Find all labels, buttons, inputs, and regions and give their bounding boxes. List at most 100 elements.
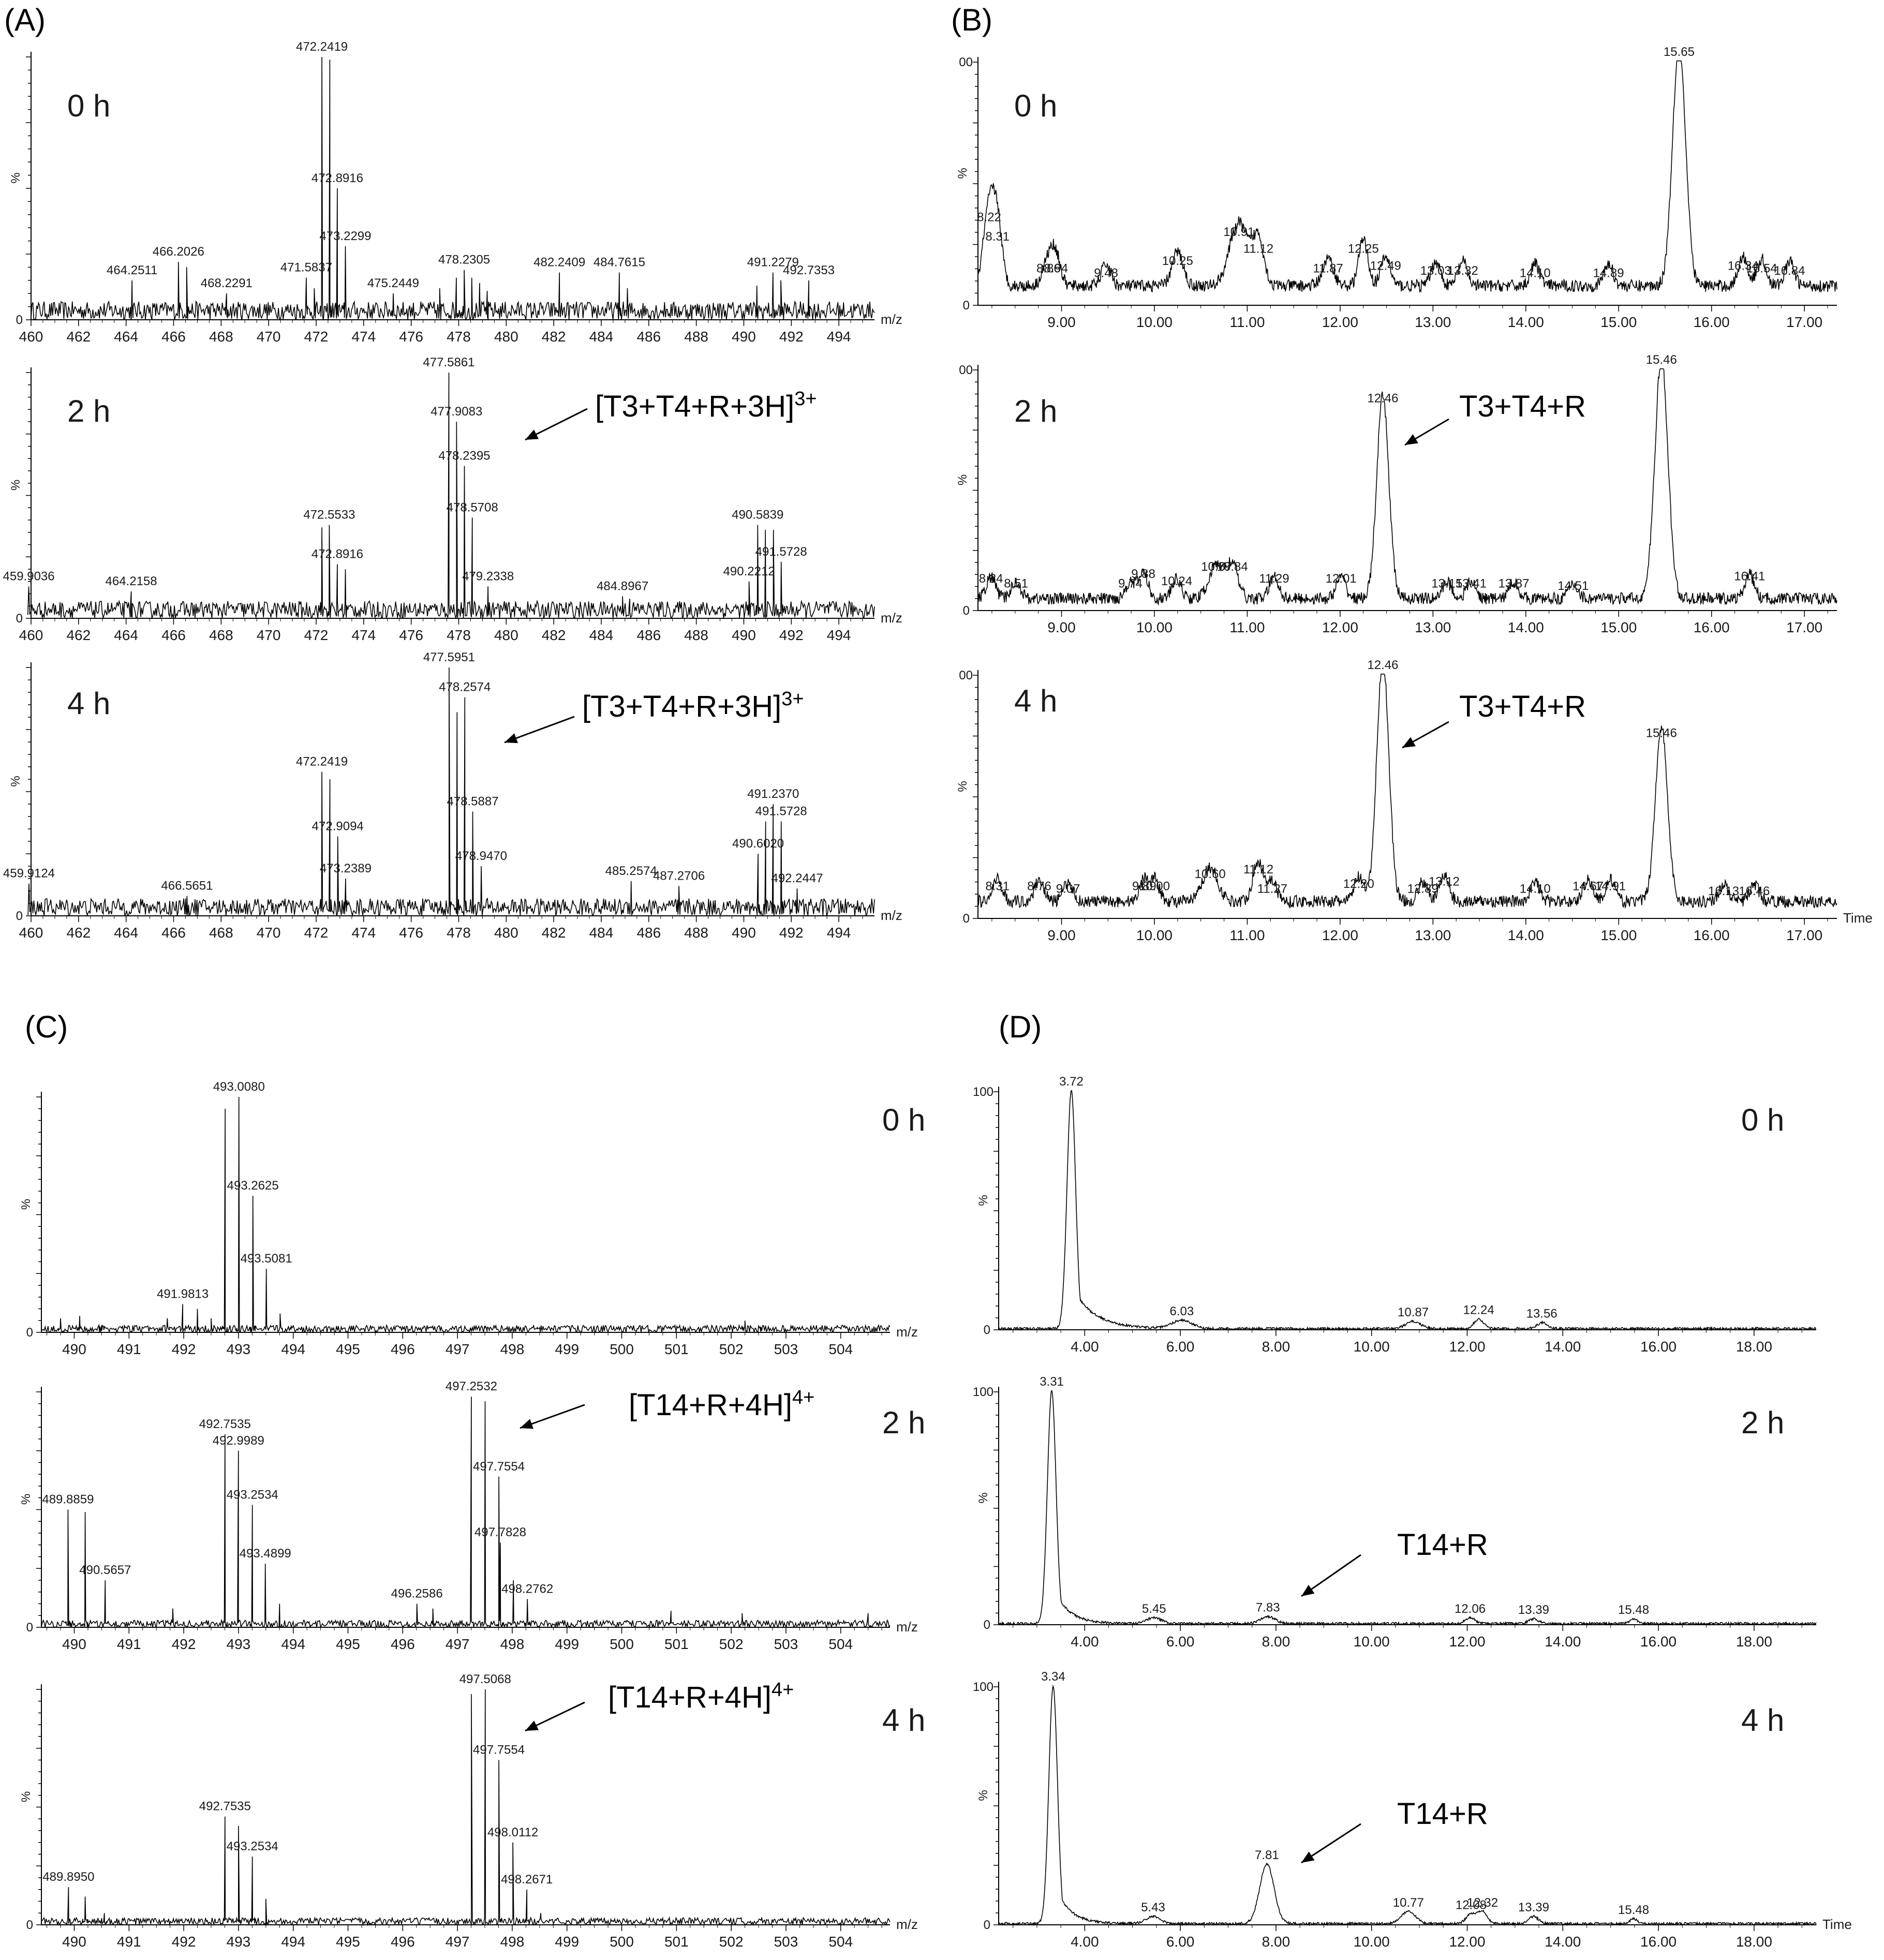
peak-label: 15.65	[1664, 45, 1695, 59]
y-tick-label-0: 0	[26, 1918, 33, 1932]
peak-label: 459.9036	[3, 569, 55, 583]
x-tick-label: 17.00	[1786, 314, 1822, 330]
peak-label: 13.87	[1498, 576, 1529, 590]
x-tick-label: 12.00	[1449, 1934, 1485, 1950]
x-tick-label: 15.00	[1600, 927, 1637, 943]
peak-label: 484.8967	[597, 579, 648, 593]
x-tick-label: 498	[500, 1341, 525, 1357]
peak-label: 472.5533	[303, 508, 355, 522]
chart-c-0h: 0% 490 491 492 493 494 495 496 497 498 499 500 501 50…	[19, 1080, 925, 1357]
time-label: 4 h	[1014, 684, 1057, 718]
peak-label: 11.29	[1259, 572, 1289, 586]
trace-line	[977, 60, 1837, 293]
x-tick-label: 464	[114, 329, 138, 345]
peak-label: 6.03	[1170, 1304, 1194, 1318]
x-tick-label: 482	[542, 627, 566, 643]
chart-a-4h: 0% 460 462 464 466 468 470 472 474 476 478 480 482 48…	[3, 650, 902, 941]
x-tick-label: 16.00	[1640, 1934, 1677, 1950]
peak-label: 16.41	[1734, 570, 1765, 584]
peak-label: 7.83	[1256, 1601, 1280, 1615]
peak-label: 478.5887	[447, 794, 498, 808]
y-axis-label: %	[976, 1195, 990, 1206]
peak-label: 466.5651	[161, 879, 213, 893]
time-label: 2 h	[67, 394, 110, 428]
x-tick-label: 495	[336, 1341, 360, 1357]
x-tick-label: 497	[446, 1636, 470, 1652]
x-tick-label: 490	[732, 329, 756, 345]
x-tick-label: 12.00	[1449, 1634, 1485, 1650]
x-tick-label: 12.00	[1322, 927, 1358, 943]
x-tick-label: 498	[500, 1636, 525, 1652]
y-axis-label: %	[19, 1199, 33, 1210]
x-tick-label: 499	[555, 1934, 579, 1950]
peak-label: 9.89	[1132, 880, 1156, 894]
x-tick-label: 16.00	[1640, 1634, 1677, 1650]
x-tick-label: 14.00	[1508, 314, 1544, 330]
x-tick-label: 474	[351, 627, 376, 643]
annotation-base: [T14+R+4H]	[608, 1681, 772, 1714]
y-tick-label-0: 0	[963, 604, 970, 618]
peak-label: 8.76	[1027, 880, 1051, 894]
trace-line	[41, 1397, 891, 1629]
x-tick-label: 460	[19, 329, 43, 345]
peak-label: 10.67	[1201, 560, 1232, 574]
x-tick-label: 504	[828, 1341, 853, 1357]
x-tick-label: 498	[500, 1934, 525, 1950]
x-tick-label: 14.00	[1508, 619, 1544, 635]
x-tick-label: 9.00	[1047, 314, 1076, 330]
y-axis-label: %	[956, 474, 970, 485]
peak-label: 10.77	[1393, 1896, 1424, 1910]
y-axis-label: %	[19, 1494, 33, 1505]
peak-label: 14.10	[1520, 882, 1551, 896]
x-tick-label: 16.00	[1694, 314, 1730, 330]
peak-label: 489.8950	[42, 1870, 94, 1884]
y-tick-label-0: 0	[26, 1621, 33, 1635]
x-tick-label: 6.00	[1166, 1934, 1195, 1950]
annotation-base: [T3+T4+R+3H]	[582, 690, 781, 723]
x-tick-label: 482	[542, 329, 566, 345]
arrow-head	[1301, 1585, 1315, 1596]
x-tick-label: 497	[446, 1934, 470, 1950]
peak-label: 491.5728	[755, 805, 807, 819]
y-tick-label-0: 0	[16, 313, 23, 327]
panel-label-a: (A)	[4, 3, 46, 37]
peak-label: 13.15	[1431, 576, 1462, 590]
x-tick-label: 10.00	[1354, 1634, 1390, 1650]
x-tick-label: 11.00	[1229, 619, 1265, 635]
peak-label: 478.2305	[438, 253, 490, 266]
x-tick-label: 12.00	[1322, 314, 1358, 330]
peak-label: 8.22	[977, 211, 1001, 225]
peak-label: 8.31	[985, 230, 1010, 244]
x-tick-label: 480	[494, 627, 518, 643]
peak-label: 490.5839	[732, 508, 783, 522]
time-label: 0 h	[882, 1103, 925, 1137]
x-tick-label: 488	[684, 627, 708, 643]
x-tick-label: 496	[391, 1636, 415, 1652]
peak-label: 9.74	[1118, 576, 1143, 590]
peak-label: 493.5081	[241, 1252, 292, 1266]
annotation-charge: 3+	[794, 388, 817, 410]
arrow-head	[1301, 1851, 1315, 1863]
x-tick-label: 482	[542, 925, 566, 941]
x-tick-label: 495	[336, 1636, 360, 1652]
peak-label: 471.5837	[280, 261, 332, 275]
peak-label: 473.2299	[319, 229, 371, 243]
peak-label: 466.2026	[153, 245, 204, 259]
y-tick-label-0: 0	[984, 1323, 990, 1337]
time-label: 2 h	[1741, 1405, 1784, 1440]
peak-label: 477.9083	[431, 405, 482, 419]
panel-label-d: (D)	[999, 1009, 1042, 1044]
x-tick-label: 503	[774, 1636, 798, 1652]
x-tick-label: 476	[399, 627, 423, 643]
x-tick-label: 486	[636, 925, 661, 941]
peak-label: 491.9813	[157, 1287, 209, 1301]
chart-b-0h: 000%9.00 10.00 11.00 12.00 13.00 14.00 15.00 16…	[956, 45, 1837, 330]
annotation-label: [T3+T4+R+3H]3+	[582, 688, 804, 723]
x-tick-label: 13.00	[1415, 619, 1451, 635]
x-tick-label: 9.00	[1047, 619, 1076, 635]
peak-label: 492.7535	[199, 1800, 251, 1814]
peak-label: 490.5657	[79, 1563, 131, 1577]
x-tick-label: 501	[664, 1341, 689, 1357]
